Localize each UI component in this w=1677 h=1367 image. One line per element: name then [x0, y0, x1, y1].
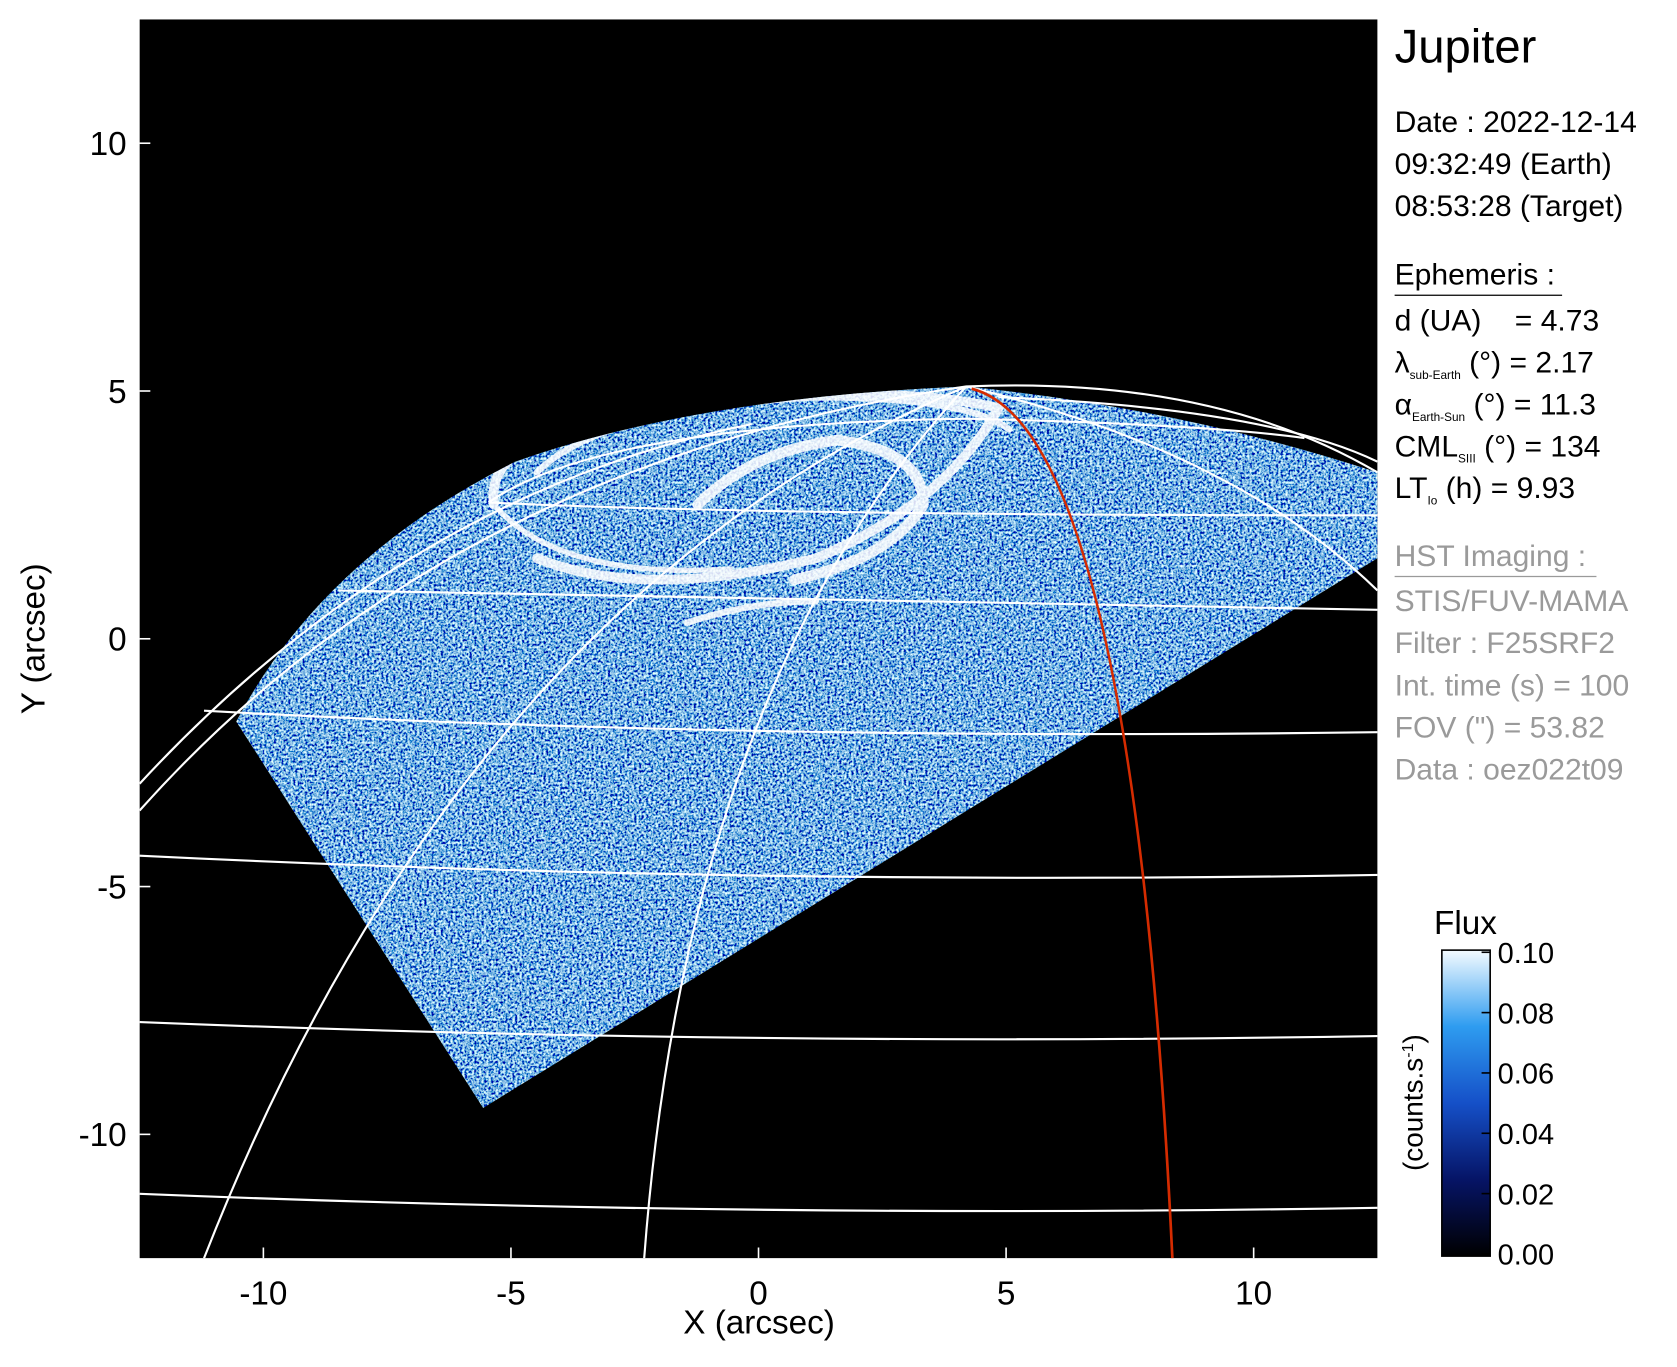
colorbar-tick-label: 0.08: [1498, 998, 1554, 1030]
colorbar-tick-label: 0.10: [1498, 938, 1554, 970]
hst-title: HST Imaging :: [1395, 540, 1587, 573]
x-tick-label: -10: [239, 1275, 287, 1312]
subscript: SIII: [1458, 452, 1476, 466]
y-tick-label: 0: [108, 622, 127, 659]
title: Jupiter: [1395, 20, 1537, 73]
subscript: Io: [1427, 494, 1437, 508]
x-axis-title: X (arcsec): [683, 1304, 835, 1341]
hst-line: Int. time (s) = 100: [1395, 669, 1630, 702]
y-axis-title: Y (arcsec): [15, 563, 52, 714]
symbol: CML: [1395, 430, 1458, 463]
ephemeris-line: λsub-Earth (°) = 2.17: [1395, 347, 1594, 382]
colorbar-label-sup: -1: [1399, 1043, 1417, 1057]
colorbar-tick-label: 0.00: [1498, 1240, 1554, 1272]
axes: X (arcsec) Y (arcsec) -10 -5 0 5 10 -10 -5 0 5 10: [15, 126, 1272, 1341]
date-line: 09:32:49 (Earth): [1395, 148, 1612, 181]
x-tick-label: 5: [997, 1275, 1016, 1312]
colorbar-scale: [1441, 949, 1491, 1257]
x-tick-label: 10: [1235, 1275, 1272, 1312]
value-text: (°) = 2.17: [1461, 347, 1594, 380]
subscript: sub-Earth: [1410, 368, 1461, 382]
symbol: LT: [1395, 472, 1428, 505]
date-line: Date : 2022-12-14: [1395, 106, 1637, 139]
value-text: (°) = 134: [1476, 430, 1601, 463]
hst-line: STIS/FUV-MAMA: [1395, 585, 1629, 618]
lat-lon-grid: [139, 384, 1378, 1259]
symbol: λ: [1395, 347, 1410, 380]
info-panel: Jupiter Date : 2022-12-14 09:32:49 (Earth…: [1394, 20, 1637, 787]
plot-area: [139, 19, 1378, 1259]
ephemeris-line: d (UA) = 4.73: [1395, 305, 1600, 338]
hst-line: Filter : F25SRF2: [1395, 627, 1615, 660]
subscript: Earth-Sun: [1412, 410, 1465, 424]
y-tick-label: -5: [97, 869, 127, 906]
colorbar-label-end: ): [1398, 1034, 1429, 1043]
value-text: (°) = 11.3: [1465, 388, 1596, 421]
x-tick-label: 0: [749, 1275, 768, 1312]
io-footprint: [971, 387, 1174, 1259]
ephemeris-line: αEarth-Sun (°) = 11.3: [1395, 388, 1596, 423]
y-tick-label: 10: [90, 126, 127, 163]
value-text: d (UA) = 4.73: [1395, 305, 1600, 338]
y-tick-label: 5: [108, 374, 127, 411]
value-text: (h) = 9.93: [1437, 472, 1575, 505]
date-line: 08:53:28 (Target): [1395, 190, 1624, 223]
colorbar-tick-label: 0.06: [1498, 1059, 1554, 1091]
colorbar: Flux (counts.s-1) 0.00 0.02 0.04 0.06 0.08 0.…: [1398, 905, 1555, 1272]
hst-line: Data : oez022t09: [1395, 754, 1624, 787]
ephemeris-line: LTIo (h) = 9.93: [1395, 472, 1575, 507]
ephemeris-title: Ephemeris :: [1395, 259, 1555, 292]
colorbar-label: (counts.s-1): [1398, 1034, 1429, 1171]
colorbar-title: Flux: [1434, 905, 1497, 942]
colorbar-label-main: (counts.s: [1398, 1058, 1429, 1171]
colorbar-tick-label: 0.02: [1498, 1179, 1554, 1211]
colorbar-tick-label: 0.04: [1498, 1119, 1554, 1151]
ephemeris-line: CMLSIII (°) = 134: [1395, 430, 1601, 465]
y-tick-label: -10: [79, 1117, 127, 1154]
hst-line: FOV (") = 53.82: [1395, 711, 1605, 744]
x-tick-label: -5: [496, 1275, 526, 1312]
symbol: α: [1395, 388, 1412, 421]
